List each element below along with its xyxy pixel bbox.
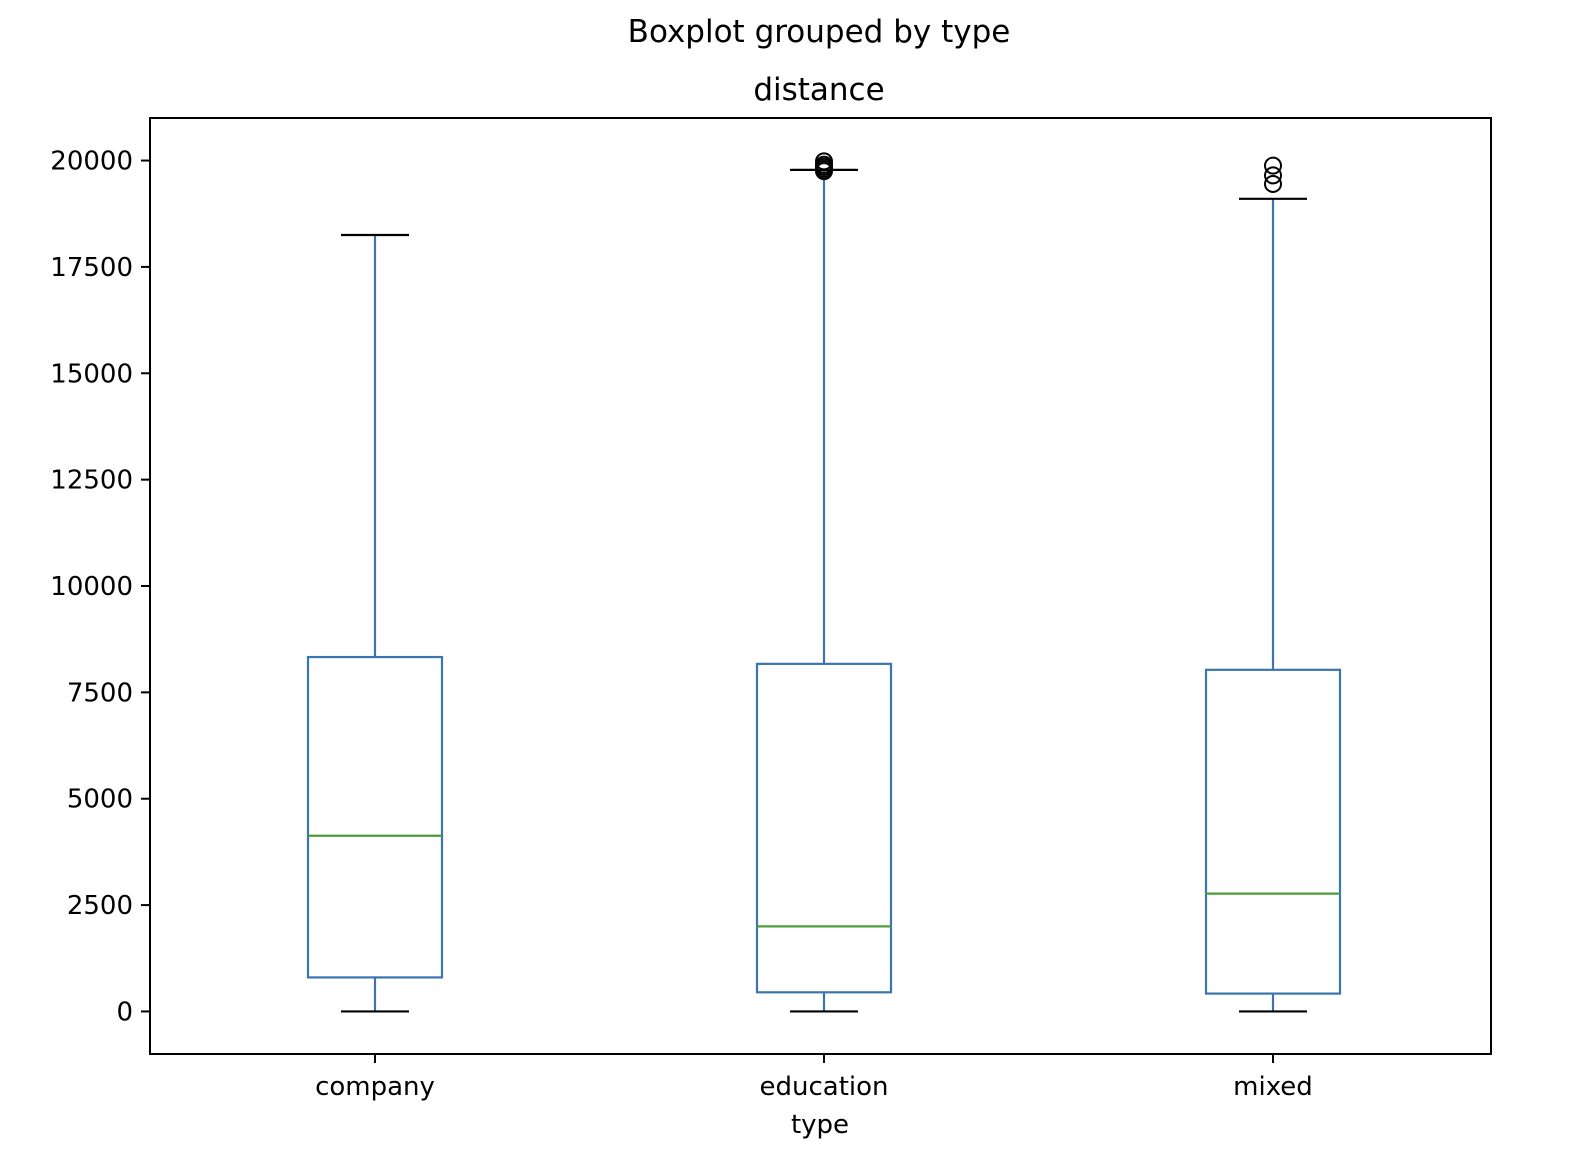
x-tick-label-mixed: mixed: [1233, 1072, 1313, 1102]
y-tick-label-5000: 5000: [67, 785, 133, 815]
x-axis: company education mixed: [315, 1054, 1313, 1102]
x-axis-label: type: [791, 1110, 849, 1140]
box-mixed: [1204, 668, 1342, 995]
y-axis: 0 2500 5000 7500 10000 12500 15000 17500 20000: [50, 147, 150, 1027]
y-tick-label-15000: 15000: [50, 359, 133, 389]
figure-suptitle: Boxplot grouped by type: [628, 14, 1011, 50]
box-education: [755, 662, 893, 994]
axes-title: distance: [753, 72, 884, 108]
y-tick-label-2500: 2500: [67, 891, 133, 921]
flier-mixed-0: [1264, 174, 1282, 193]
y-tick-label-12500: 12500: [50, 466, 133, 496]
y-tick-label-0: 0: [116, 997, 133, 1027]
plot-area: [306, 152, 1342, 1013]
x-tick-label-company: company: [315, 1072, 435, 1102]
box-company: [306, 655, 444, 979]
box-group-company: [306, 233, 444, 1013]
box-group-mixed: [1204, 156, 1342, 1013]
box-group-education: [755, 152, 893, 1013]
x-tick-label-education: education: [759, 1072, 888, 1102]
y-tick-label-7500: 7500: [67, 678, 133, 708]
y-tick-label-10000: 10000: [50, 572, 133, 602]
flier-mixed-2: [1264, 156, 1282, 175]
flier-mixed-1: [1264, 166, 1282, 185]
y-tick-label-20000: 20000: [50, 147, 133, 177]
flier-education-4: [815, 152, 833, 171]
y-tick-label-17500: 17500: [50, 253, 133, 283]
